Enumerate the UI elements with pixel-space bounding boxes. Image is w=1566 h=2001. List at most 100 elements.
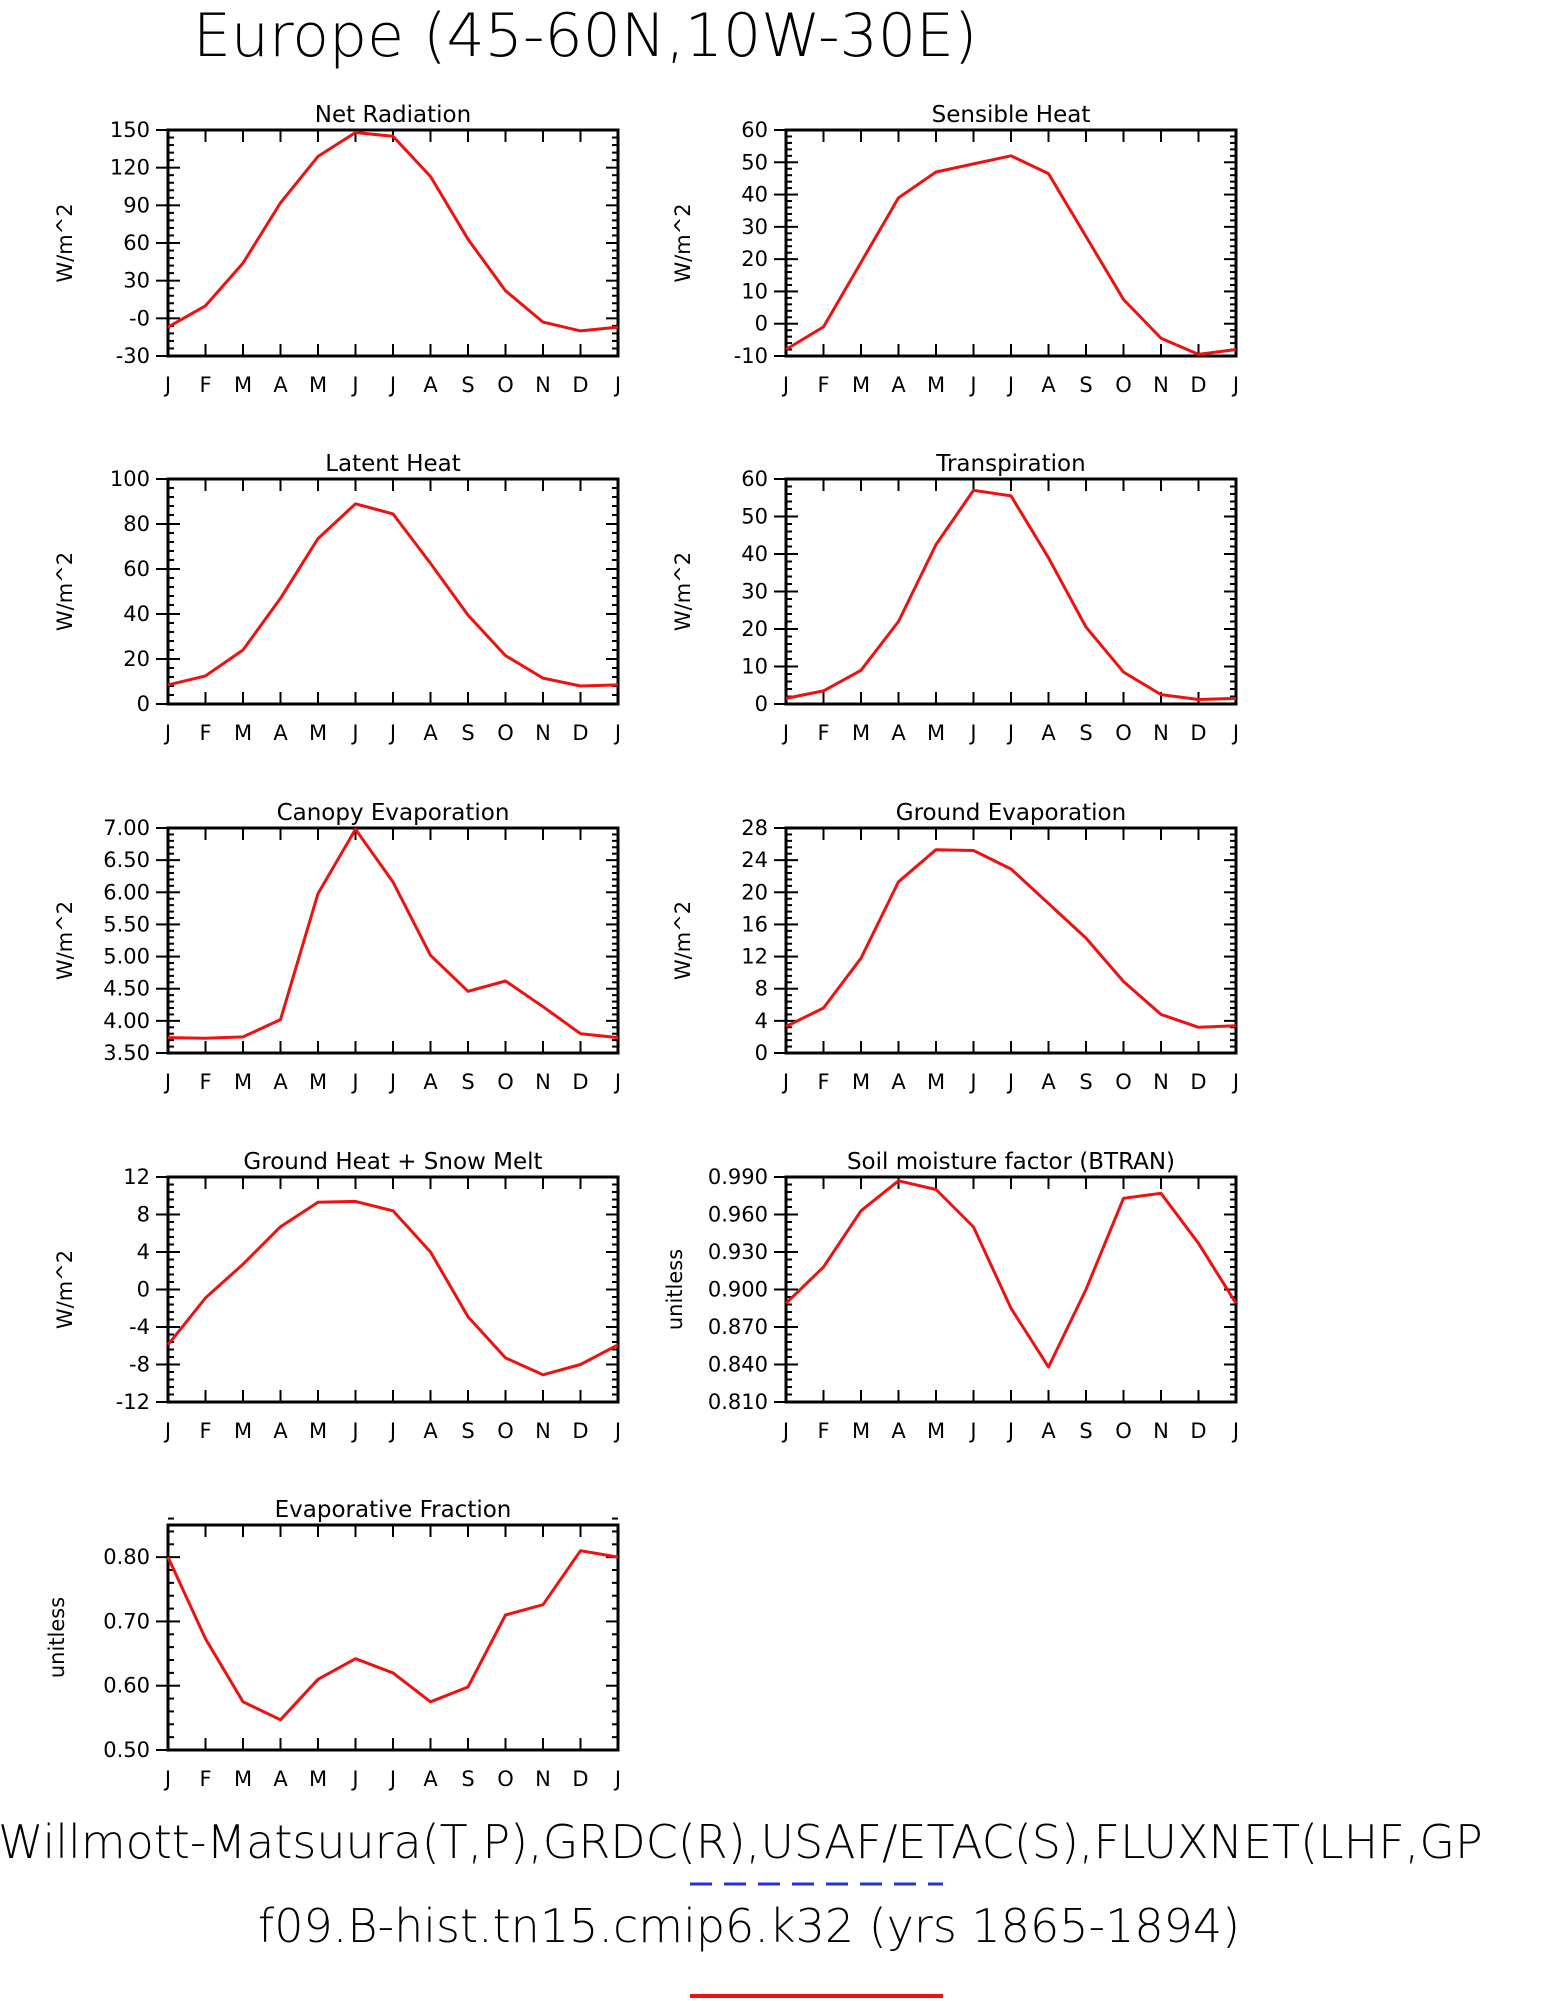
x-tick-label: M <box>852 1070 870 1094</box>
panel-title: Latent Heat <box>325 451 461 477</box>
x-tick-label: D <box>572 1070 588 1094</box>
plot-frame <box>784 128 1238 358</box>
x-tick-label: M <box>234 1767 252 1791</box>
y-tick-label: 4.00 <box>103 1009 150 1033</box>
y-tick-label: 50 <box>741 150 768 174</box>
y-tick-label: 4 <box>137 1240 150 1264</box>
y-tick-label: 60 <box>123 557 150 581</box>
chart-panel-7: Soil moisture factor (BTRAN)J F M A M J J A S O N D… <box>663 1149 1239 1443</box>
x-tick-label: S <box>461 373 474 397</box>
x-tick-label: M <box>234 721 252 745</box>
x-tick-label: M <box>852 1419 870 1443</box>
x-tick-label: F <box>199 1419 211 1443</box>
y-tick-label: 40 <box>741 542 768 566</box>
y-axis-label: unitless <box>45 1597 69 1678</box>
x-tick-label: F <box>817 1070 829 1094</box>
y-axis-label: W/m^2 <box>671 901 695 980</box>
x-tick-label: J <box>613 1070 621 1094</box>
x-tick-label: J <box>163 1419 171 1443</box>
y-tick-label: -4 <box>129 1315 150 1339</box>
x-tick-label: M <box>234 373 252 397</box>
x-tick-label: O <box>497 1070 514 1094</box>
x-tick-label: M <box>927 721 945 745</box>
y-tick-label: 0 <box>755 312 768 336</box>
x-tick-label: M <box>852 721 870 745</box>
x-tick-label: J <box>388 1070 396 1094</box>
y-axis-label: W/m^2 <box>53 901 77 980</box>
x-tick-label: S <box>1079 373 1092 397</box>
y-tick-label: 120 <box>110 156 150 180</box>
x-tick-label: N <box>535 1070 551 1094</box>
y-tick-label: 6.50 <box>103 848 150 872</box>
plot-frame <box>166 826 620 1055</box>
x-tick-label: J <box>613 373 621 397</box>
x-tick-label: J <box>1006 373 1014 397</box>
x-tick-label: O <box>1115 373 1132 397</box>
x-tick-label: D <box>1190 373 1206 397</box>
x-tick-label: N <box>1153 721 1169 745</box>
x-tick-label: A <box>423 373 438 397</box>
x-tick-label: J <box>1231 1070 1239 1094</box>
x-tick-label: M <box>852 373 870 397</box>
x-tick-label: A <box>1041 1419 1056 1443</box>
y-tick-label: 12 <box>123 1165 150 1189</box>
series-line <box>167 131 619 333</box>
y-axis-label: W/m^2 <box>53 552 77 631</box>
x-tick-label: J <box>1231 721 1239 745</box>
x-tick-label: A <box>1041 373 1056 397</box>
x-tick-label: J <box>163 373 171 397</box>
y-tick-label: 0 <box>755 1041 768 1065</box>
x-tick-label: M <box>927 1070 945 1094</box>
y-tick-label: 0.810 <box>708 1390 768 1414</box>
x-tick-label: A <box>273 1419 288 1443</box>
y-tick-label: 50 <box>741 505 768 529</box>
x-tick-label: J <box>163 721 171 745</box>
y-tick-label: 0.990 <box>708 1165 768 1189</box>
x-tick-label: F <box>817 1419 829 1443</box>
x-tick-label: M <box>234 1070 252 1094</box>
x-tick-label: A <box>273 1070 288 1094</box>
x-tick-label: O <box>1115 1419 1132 1443</box>
y-tick-label: 30 <box>741 215 768 239</box>
y-tick-label: 40 <box>123 602 150 626</box>
x-tick-label: S <box>1079 1419 1092 1443</box>
y-tick-label: 10 <box>741 655 768 679</box>
y-tick-label: -0 <box>129 306 150 330</box>
x-tick-label: A <box>1041 1070 1056 1094</box>
x-tick-label: O <box>497 1767 514 1791</box>
x-tick-label: F <box>199 721 211 745</box>
x-tick-label: J <box>1006 1419 1014 1443</box>
y-tick-label: 0.840 <box>708 1353 768 1377</box>
y-tick-label: 0.930 <box>708 1240 768 1264</box>
x-tick-label: S <box>461 1419 474 1443</box>
y-tick-label: 60 <box>741 467 768 491</box>
x-tick-label: J <box>388 1419 396 1443</box>
x-tick-label: J <box>781 721 789 745</box>
x-tick-label: F <box>817 373 829 397</box>
y-tick-label: 4 <box>755 1009 768 1033</box>
x-tick-label: N <box>535 1419 551 1443</box>
y-axis-label: W/m^2 <box>671 552 695 631</box>
x-tick-label: J <box>968 1070 976 1094</box>
panel-title: Evaporative Fraction <box>275 1497 512 1523</box>
x-tick-label: J <box>388 721 396 745</box>
x-tick-label: M <box>927 1419 945 1443</box>
series-line <box>784 1179 1238 1369</box>
y-tick-label: 60 <box>741 118 768 142</box>
series-line <box>785 154 1237 356</box>
y-tick-label: 0 <box>755 692 768 716</box>
panel-title: Net Radiation <box>315 102 471 128</box>
x-tick-label: D <box>1190 1419 1206 1443</box>
x-tick-label: J <box>613 721 621 745</box>
panel-title: Sensible Heat <box>932 102 1091 128</box>
x-tick-label: J <box>388 1767 396 1791</box>
y-tick-label: 8 <box>755 977 768 1001</box>
series-line <box>785 488 1237 701</box>
x-tick-label: S <box>1079 721 1092 745</box>
